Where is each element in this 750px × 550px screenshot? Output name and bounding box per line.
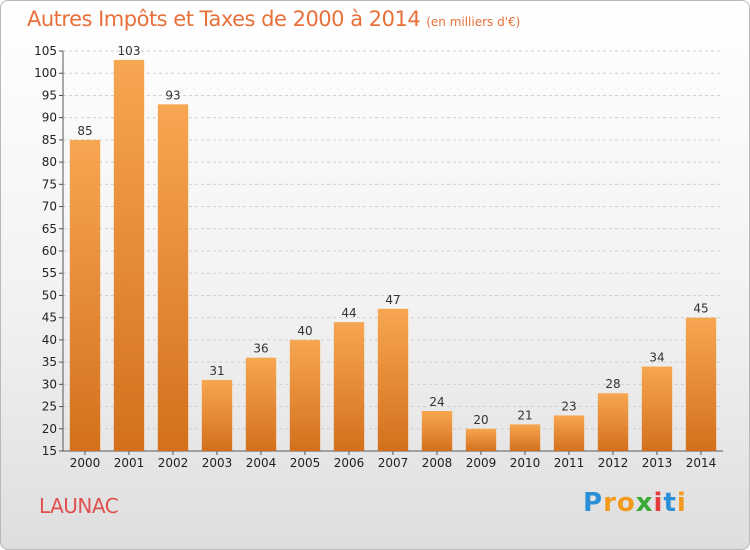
bar (201, 379, 233, 451)
x-tick-label: 2012 (598, 456, 629, 470)
bar-value-label: 34 (649, 351, 664, 365)
labels: 15 20 25 30 35 40 45 50 55 60 65 70 75 80 85 90 95 100 105… (34, 44, 716, 470)
commune-name: LAUNAC (39, 494, 119, 518)
x-tick-label: 2004 (246, 456, 277, 470)
y-tick-label: 35 (42, 355, 57, 369)
logo-letter: r (603, 488, 617, 518)
x-tick-label: 2011 (554, 456, 585, 470)
logo-letter: t (663, 488, 677, 518)
y-tick-label: 50 (42, 288, 57, 302)
bar-value-label: 85 (77, 124, 92, 138)
bar (69, 139, 101, 451)
y-tick-label: 25 (42, 400, 57, 414)
y-tick-label: 95 (42, 88, 57, 102)
bar (157, 104, 189, 451)
logo-letter: i (653, 488, 664, 518)
chart-title: Autres Impôts et Taxes de 2000 à 2014 (en… (27, 7, 520, 31)
bar-value-label: 93 (165, 88, 180, 102)
x-tick-label: 2009 (466, 456, 497, 470)
chart-subtitle: (en milliers d'€) (426, 15, 521, 29)
bar-value-label: 20 (473, 413, 488, 427)
y-tick-label: 70 (42, 200, 57, 214)
bar (289, 339, 321, 451)
bar (509, 424, 541, 451)
bar-value-label: 31 (209, 364, 224, 378)
x-tick-label: 2007 (378, 456, 409, 470)
bar-value-label: 24 (429, 395, 444, 409)
x-tick-label: 2008 (422, 456, 453, 470)
logo-letter: o (616, 488, 636, 518)
bar-value-label: 21 (517, 408, 532, 422)
y-tick-label: 75 (42, 177, 57, 191)
y-tick-label: 40 (42, 333, 57, 347)
x-tick-label: 2010 (510, 456, 541, 470)
y-tick-label: 20 (42, 422, 57, 436)
chart-title-text: Autres Impôts et Taxes de 2000 à 2014 (27, 7, 421, 31)
y-tick-label: 80 (42, 155, 57, 169)
y-tick-label: 30 (42, 377, 57, 391)
logo-letter: P (583, 488, 604, 518)
x-tick-label: 2001 (114, 456, 145, 470)
logo-letter: x (635, 488, 654, 518)
bar-value-label: 23 (561, 399, 576, 413)
x-tick-label: 2006 (334, 456, 365, 470)
bar (553, 415, 585, 451)
x-tick-label: 2005 (290, 456, 321, 470)
x-tick-label: 2002 (158, 456, 189, 470)
bar-value-label: 36 (253, 342, 268, 356)
x-tick-label: 2013 (642, 456, 673, 470)
y-tick-label: 45 (42, 311, 57, 325)
bar (465, 428, 497, 451)
bar (245, 357, 277, 451)
bar (597, 393, 629, 451)
bar-value-label: 47 (385, 293, 400, 307)
y-tick-label: 100 (34, 66, 57, 80)
bar-value-label: 28 (605, 377, 620, 391)
x-tick-label: 2014 (686, 456, 717, 470)
y-tick-label: 55 (42, 266, 57, 280)
bar (377, 308, 409, 451)
bar-value-label: 103 (118, 44, 141, 58)
bar-value-label: 44 (341, 306, 356, 320)
y-tick-label: 15 (42, 444, 57, 458)
proxiti-logo: Proxiti (583, 488, 687, 518)
bar (685, 317, 717, 451)
bar (333, 322, 365, 451)
y-tick-label: 85 (42, 133, 57, 147)
bar (641, 366, 673, 451)
bar-value-label: 40 (297, 324, 312, 338)
bar-value-label: 45 (693, 302, 708, 316)
y-tick-label: 65 (42, 222, 57, 236)
bar (113, 59, 145, 452)
x-tick-label: 2000 (70, 456, 101, 470)
y-tick-label: 60 (42, 244, 57, 258)
bars (69, 59, 717, 452)
x-tick-label: 2003 (202, 456, 233, 470)
bar (421, 411, 453, 451)
y-tick-label: 105 (34, 44, 57, 58)
logo-letter: i (676, 488, 687, 518)
y-tick-label: 90 (42, 111, 57, 125)
